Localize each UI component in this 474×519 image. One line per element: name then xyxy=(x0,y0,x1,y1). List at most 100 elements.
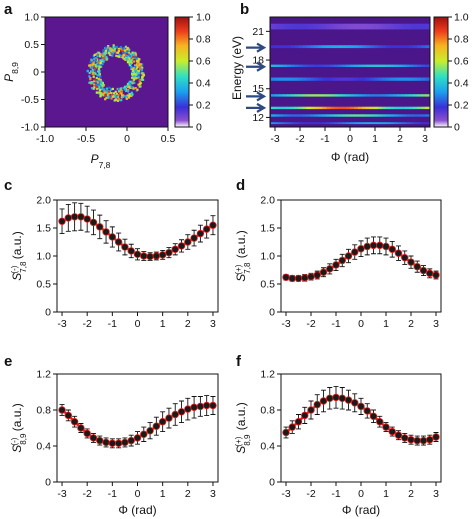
ring-pixel xyxy=(106,57,109,60)
data-point xyxy=(58,406,66,414)
data-point xyxy=(190,403,198,411)
data-point xyxy=(326,265,334,273)
band-cell xyxy=(282,64,288,67)
band-cell xyxy=(278,114,284,117)
band-cell xyxy=(310,106,315,110)
panel-label-a: a xyxy=(4,1,13,18)
band-cell xyxy=(365,77,371,81)
ring-pixel xyxy=(89,81,92,84)
ring-pixel xyxy=(127,88,130,92)
data-point xyxy=(382,423,390,431)
ring-pixel xyxy=(130,59,133,62)
panel-label-e: e xyxy=(4,353,12,370)
ring-pixel xyxy=(133,75,136,78)
band-cell xyxy=(357,94,363,97)
band-cell xyxy=(369,64,375,67)
band-cell xyxy=(342,114,347,117)
band-cell xyxy=(322,64,327,67)
data-point xyxy=(407,258,415,266)
band-cell xyxy=(338,114,343,117)
ring-pixel xyxy=(90,87,94,90)
band-cell xyxy=(334,122,339,125)
data-point xyxy=(332,261,340,269)
band-cell xyxy=(405,45,410,49)
ring-pixel xyxy=(137,74,140,77)
ring-pixel xyxy=(113,48,116,51)
ring-pixel xyxy=(141,66,144,69)
ring-pixel xyxy=(104,52,108,55)
ring-pixel xyxy=(136,59,139,62)
band-cell xyxy=(357,106,363,110)
ring-pixel xyxy=(99,61,102,65)
ring-pixel xyxy=(127,90,130,93)
band-cell xyxy=(389,64,394,67)
ring-pixel xyxy=(131,76,134,79)
ring-pixel xyxy=(127,59,130,62)
data-point xyxy=(121,438,129,447)
ring-pixel xyxy=(97,81,100,84)
band-cell xyxy=(417,122,422,125)
band-cell xyxy=(278,23,284,30)
ring-pixel xyxy=(121,55,124,58)
panel-e: -3 -2 -1 0 1 2 3 1.2 0.8 0.4 0 Φ (rad) S8,9(-) (a.u.… xyxy=(10,369,219,517)
ring-pixel xyxy=(106,47,109,50)
x-tick-label: 1 xyxy=(160,488,166,500)
data-point xyxy=(140,430,148,438)
ring-pixel xyxy=(101,81,104,84)
band-cell xyxy=(298,77,303,81)
ring-pixel xyxy=(137,58,140,61)
y-tick-label: 0.5 xyxy=(24,39,39,51)
band-cell xyxy=(286,64,292,67)
band-cell xyxy=(326,106,331,110)
ring-pixel xyxy=(102,50,105,53)
band-cell xyxy=(369,94,375,97)
band-cell xyxy=(405,94,410,97)
ring-pixel xyxy=(90,58,93,61)
band-cell xyxy=(425,106,430,110)
band-cell xyxy=(369,106,375,110)
band-cell xyxy=(302,114,307,117)
band-cell xyxy=(350,94,355,97)
band-cell xyxy=(326,23,331,30)
band-cell xyxy=(314,122,319,125)
y-tick-label: 1.2 xyxy=(260,369,275,381)
band-cell xyxy=(397,106,402,110)
data-point xyxy=(108,439,117,447)
data-point xyxy=(363,242,371,251)
band-cell xyxy=(290,122,296,125)
band-cell xyxy=(421,106,426,110)
ring-pixel xyxy=(96,53,99,56)
x-axis-label: Φ (rad) xyxy=(118,503,156,517)
ring-pixel xyxy=(117,90,121,93)
ring-pixel xyxy=(104,98,107,101)
ring-pixel xyxy=(108,95,111,98)
band-cell xyxy=(373,106,379,110)
band-cell xyxy=(278,64,284,67)
heatmap-a-axes: -1.0 -0.5 0 0.5 1.0 0.5 0 -0.5 -1.0 P7,8 P8,9 xyxy=(2,12,175,171)
ring-pixel xyxy=(94,67,97,70)
ring-pixel xyxy=(98,69,101,72)
band-cell xyxy=(385,64,390,67)
y-tick-label: 0.5 xyxy=(260,279,275,291)
y-axis-label: S8,9(+) (a.u.) xyxy=(234,402,252,453)
ring-pixel xyxy=(94,63,97,66)
band-cell xyxy=(409,64,414,67)
ring-pixel xyxy=(121,56,125,59)
ring-pixel xyxy=(96,62,99,65)
x-tick-label: -1 xyxy=(320,133,329,145)
band-cell xyxy=(342,23,347,30)
ring-pixel xyxy=(115,96,118,99)
ring-pixel xyxy=(101,93,104,96)
band-cell xyxy=(397,122,402,125)
band-cell xyxy=(294,94,300,97)
band-cell xyxy=(401,114,406,117)
ring-pixel xyxy=(131,69,135,72)
ring-pixel xyxy=(93,69,96,72)
x-tick-label: 1 xyxy=(383,488,389,500)
ring-pixel xyxy=(111,48,114,51)
band-cell xyxy=(353,106,359,110)
ring-pixel xyxy=(93,86,96,89)
data-point xyxy=(282,428,290,437)
data-point xyxy=(338,256,346,265)
band-cell xyxy=(334,106,339,110)
